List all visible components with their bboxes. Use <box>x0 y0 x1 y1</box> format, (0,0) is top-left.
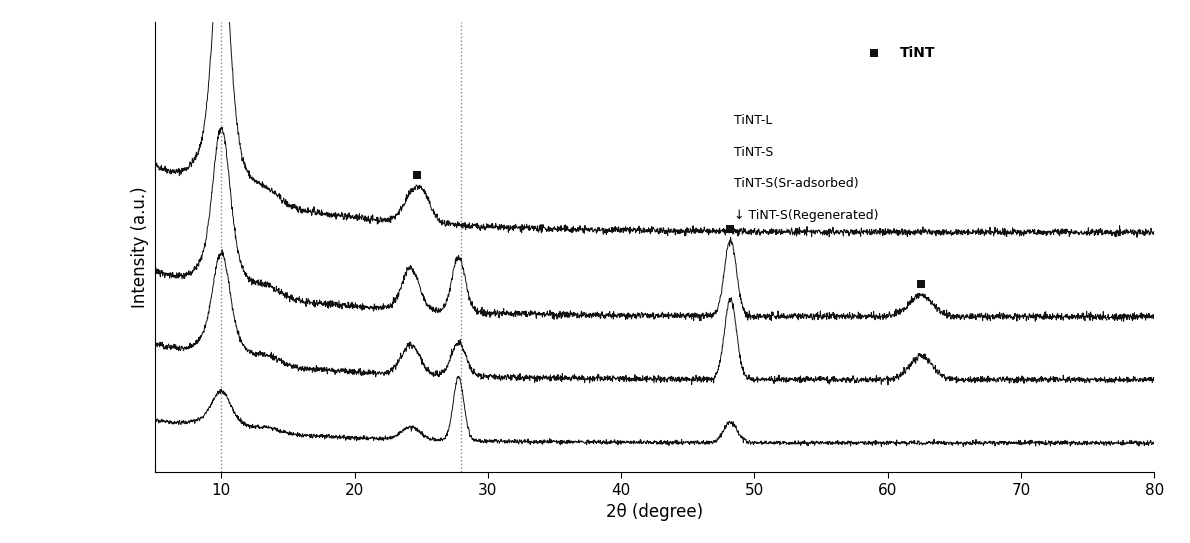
Text: TiNT-L: TiNT-L <box>734 115 772 128</box>
Y-axis label: Intensity (a.u.): Intensity (a.u.) <box>131 186 149 308</box>
X-axis label: 2θ (degree): 2θ (degree) <box>606 503 703 521</box>
Text: TiNT-S(Sr-adsorbed): TiNT-S(Sr-adsorbed) <box>734 178 859 191</box>
Text: ↓ TiNT-S(Regenerated): ↓ TiNT-S(Regenerated) <box>734 209 879 222</box>
Text: TiNT: TiNT <box>900 46 935 60</box>
Text: TiNT-S: TiNT-S <box>734 146 774 159</box>
